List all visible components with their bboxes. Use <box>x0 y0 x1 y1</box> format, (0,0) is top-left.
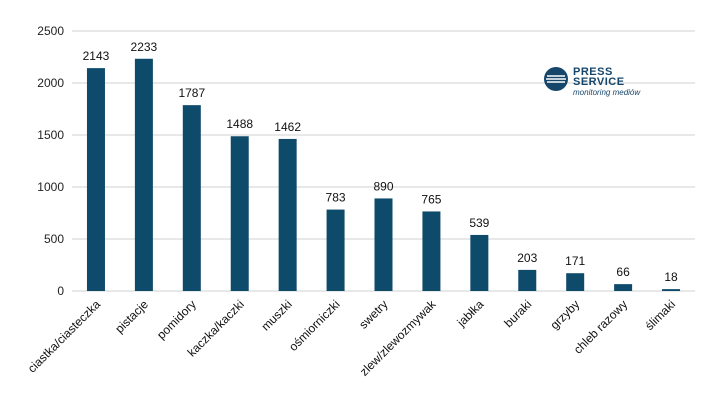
y-tick-label: 2000 <box>37 76 64 90</box>
y-tick-label: 1000 <box>37 180 64 194</box>
press-service-logo-icon <box>544 67 568 91</box>
data-label: 2143 <box>83 49 110 63</box>
logo-text-line1: PRESS <box>573 66 613 78</box>
x-tick-label: buraki <box>501 297 534 330</box>
x-tick-label: ośmiorniczki <box>286 297 343 354</box>
bar <box>278 138 297 291</box>
data-label: 765 <box>421 192 441 206</box>
x-tick-label: ślimaki <box>642 297 678 333</box>
bar <box>614 284 633 291</box>
bar <box>326 209 345 291</box>
data-label: 2233 <box>131 40 158 54</box>
bar <box>182 105 201 291</box>
x-tick-label: swetry <box>356 297 390 331</box>
data-label: 171 <box>565 254 585 268</box>
bar <box>470 234 489 291</box>
bar <box>662 289 681 291</box>
y-tick-label: 2500 <box>37 24 64 38</box>
bar <box>134 58 153 291</box>
x-tick-label: grzyby <box>547 297 582 332</box>
bar <box>86 68 105 292</box>
data-label: 1488 <box>226 117 253 131</box>
logo-text-line2: SERVICE <box>573 76 625 88</box>
y-tick-label: 0 <box>57 284 64 298</box>
data-label: 203 <box>517 251 537 265</box>
bar <box>518 269 537 291</box>
data-label: 1787 <box>178 86 205 100</box>
bar <box>230 136 249 291</box>
logo-subtitle: monitoring mediów <box>573 88 641 97</box>
bar <box>422 211 441 291</box>
data-label: 539 <box>469 216 489 230</box>
y-tick-label: 1500 <box>37 128 64 142</box>
data-label: 890 <box>373 179 393 193</box>
bar <box>566 273 585 291</box>
bar <box>374 198 393 291</box>
x-tick-label: muszki <box>258 297 294 333</box>
data-label: 783 <box>326 191 346 205</box>
x-tick-label: jabłka <box>454 297 487 330</box>
data-label: 66 <box>616 265 630 279</box>
data-label: 18 <box>664 270 678 284</box>
data-label: 1462 <box>274 120 301 134</box>
x-tick-label: ciastka/ciasteczka <box>25 297 104 376</box>
press-service-logo: PRESS SERVICE monitoring mediów <box>543 64 655 102</box>
y-tick-label: 500 <box>44 232 64 246</box>
x-tick-label: pomidory <box>154 297 199 342</box>
x-tick-label: pistacje <box>112 297 151 336</box>
